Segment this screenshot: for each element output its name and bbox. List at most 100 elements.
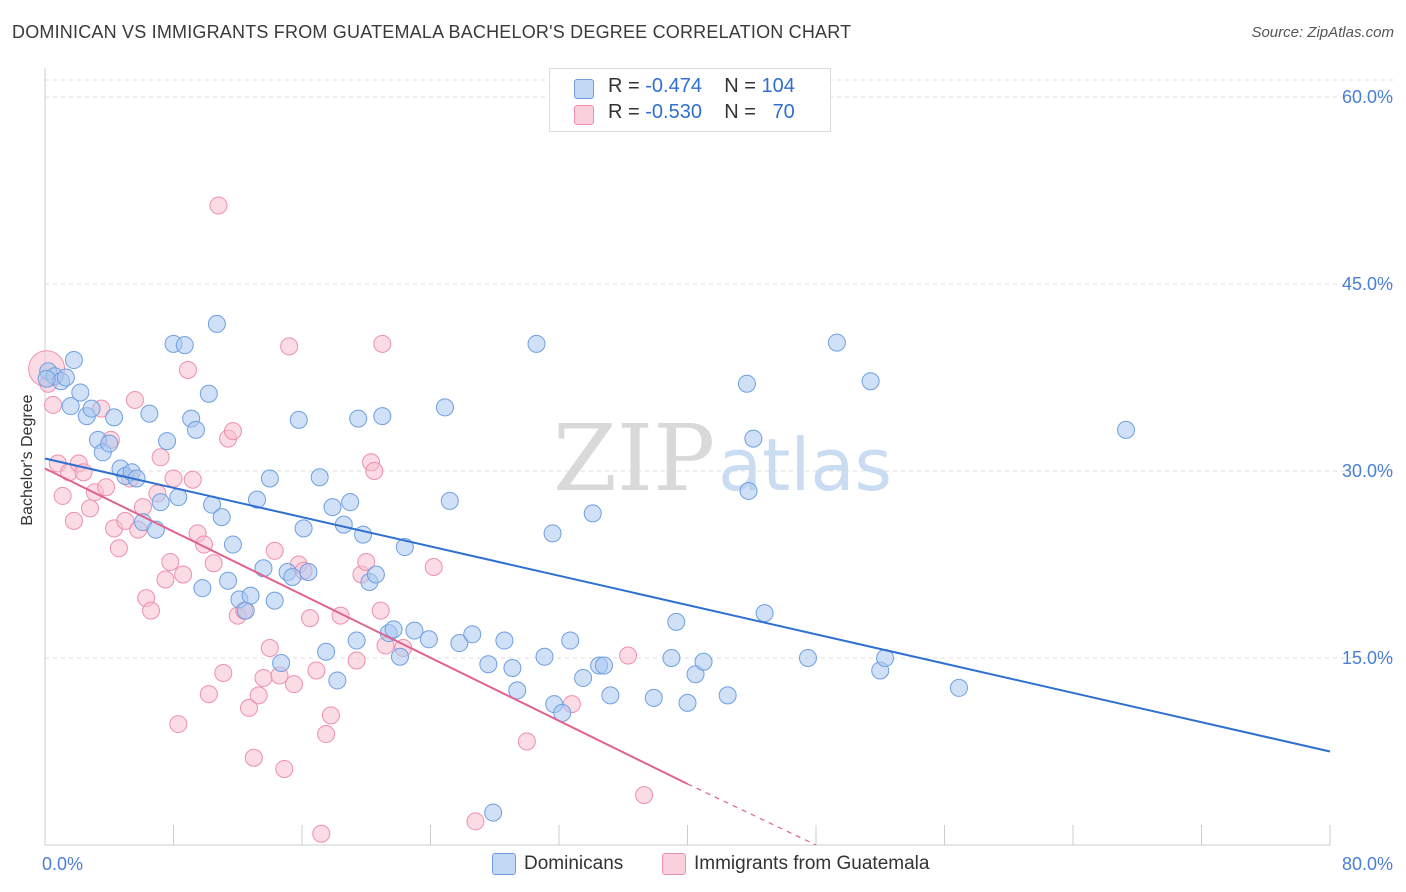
guatemala-point <box>371 601 390 620</box>
guatemala-point <box>284 675 303 694</box>
guatemala-point <box>260 639 279 658</box>
dominican-point <box>543 524 562 543</box>
dominican-point <box>694 652 713 671</box>
guatemala-point <box>424 557 443 576</box>
dominican-point <box>310 468 329 487</box>
legend-swatch-pink <box>574 105 594 125</box>
dominican-point <box>158 432 177 451</box>
dominican-point <box>1117 420 1136 439</box>
dominican-point <box>212 508 231 527</box>
guatemala-point <box>223 422 242 441</box>
guatemala-point <box>275 759 294 778</box>
dominican-point <box>354 525 373 544</box>
legend-r-label: R = <box>608 101 640 123</box>
dominican-point <box>583 504 602 523</box>
dominican-point <box>484 803 503 822</box>
dominican-point <box>223 535 242 554</box>
dominican-point <box>508 681 527 700</box>
dominican-point <box>236 601 255 620</box>
dominican-point <box>193 579 212 598</box>
legend-n-value: 70 <box>772 101 795 123</box>
guatemala-point <box>265 541 284 560</box>
axes <box>44 68 1331 846</box>
guatemala-point <box>254 668 273 687</box>
guatemala-point <box>64 511 83 530</box>
dominican-point <box>574 668 593 687</box>
guatemala-point <box>347 651 366 670</box>
dominican-point <box>207 314 226 333</box>
guatemala-point <box>619 646 638 665</box>
dominican-point <box>82 399 101 418</box>
guatemala-point <box>125 390 144 409</box>
guatemala-point <box>307 661 326 680</box>
dominican-point <box>289 410 308 429</box>
dominican-point <box>37 369 56 388</box>
guatemala-point <box>80 499 99 518</box>
guatemala-point <box>156 570 175 589</box>
dominican-point <box>186 420 205 439</box>
dominican-point <box>328 671 347 690</box>
dominican-point <box>601 686 620 705</box>
legend-n-value: 104 <box>761 75 795 97</box>
guatemala-point <box>199 685 218 704</box>
dominican-point <box>254 559 273 578</box>
guatemala-point <box>161 553 180 572</box>
dominican-point <box>463 625 482 644</box>
dominican-point <box>718 686 737 705</box>
dominican-point <box>561 631 580 650</box>
dominican-point <box>827 333 846 352</box>
dominican-trend-line <box>44 457 1331 753</box>
dominican-point <box>366 565 385 584</box>
dominican-point <box>323 498 342 517</box>
dominican-point <box>299 562 318 581</box>
guatemala-point <box>183 470 202 489</box>
legend-r-value: -0.530 <box>645 101 702 123</box>
guatemala-point <box>365 462 384 480</box>
dominican-point <box>294 519 313 538</box>
guatemala-point <box>312 824 331 843</box>
guatemala-point <box>97 478 116 497</box>
dominican-point <box>71 383 90 402</box>
guatemala-point <box>280 337 299 356</box>
dominican-point <box>435 398 454 417</box>
bottom-legend-label: Dominicans <box>524 853 624 874</box>
guatemala-point <box>321 706 340 725</box>
dominican-point <box>644 688 663 707</box>
x-tick-label: 80.0% <box>1342 854 1393 874</box>
guatemala-point <box>357 553 376 572</box>
dominican-point <box>495 631 514 650</box>
y-tick-label: 60.0% <box>1342 87 1393 107</box>
guatemala-point <box>517 732 536 751</box>
dominican-point <box>949 678 968 697</box>
dominican-point <box>283 567 302 586</box>
dominican-point <box>662 649 681 667</box>
guatemala-trend-line <box>44 467 688 785</box>
dominican-point <box>450 634 469 653</box>
dominican-point <box>667 612 686 631</box>
dominican-point <box>390 647 409 666</box>
guatemala-point <box>214 663 233 682</box>
grid-lines <box>45 79 1394 659</box>
dominican-point <box>527 334 546 353</box>
x-tick-label: 0.0% <box>42 854 83 874</box>
dominican-point <box>56 368 75 387</box>
dominican-point <box>405 621 424 640</box>
guatemala-point <box>109 539 128 558</box>
dominican-point <box>798 649 817 667</box>
guatemala-point <box>164 469 183 488</box>
guatemala-point <box>466 812 485 831</box>
dominican-point <box>265 591 284 610</box>
dominican-point <box>349 409 368 428</box>
dominican-point <box>384 620 403 639</box>
guatemala-point <box>635 786 654 805</box>
legend-n-label: N = <box>724 101 756 123</box>
guatemala-point <box>239 698 258 717</box>
guatemala-point <box>174 565 193 584</box>
dominican-point <box>535 647 554 666</box>
guatemala-trend-extension <box>687 783 817 846</box>
dominican-point <box>744 429 763 448</box>
dominican-point <box>248 490 267 509</box>
dominican-point <box>140 404 159 423</box>
y-axis-title: Bachelor's Degree <box>19 394 36 525</box>
